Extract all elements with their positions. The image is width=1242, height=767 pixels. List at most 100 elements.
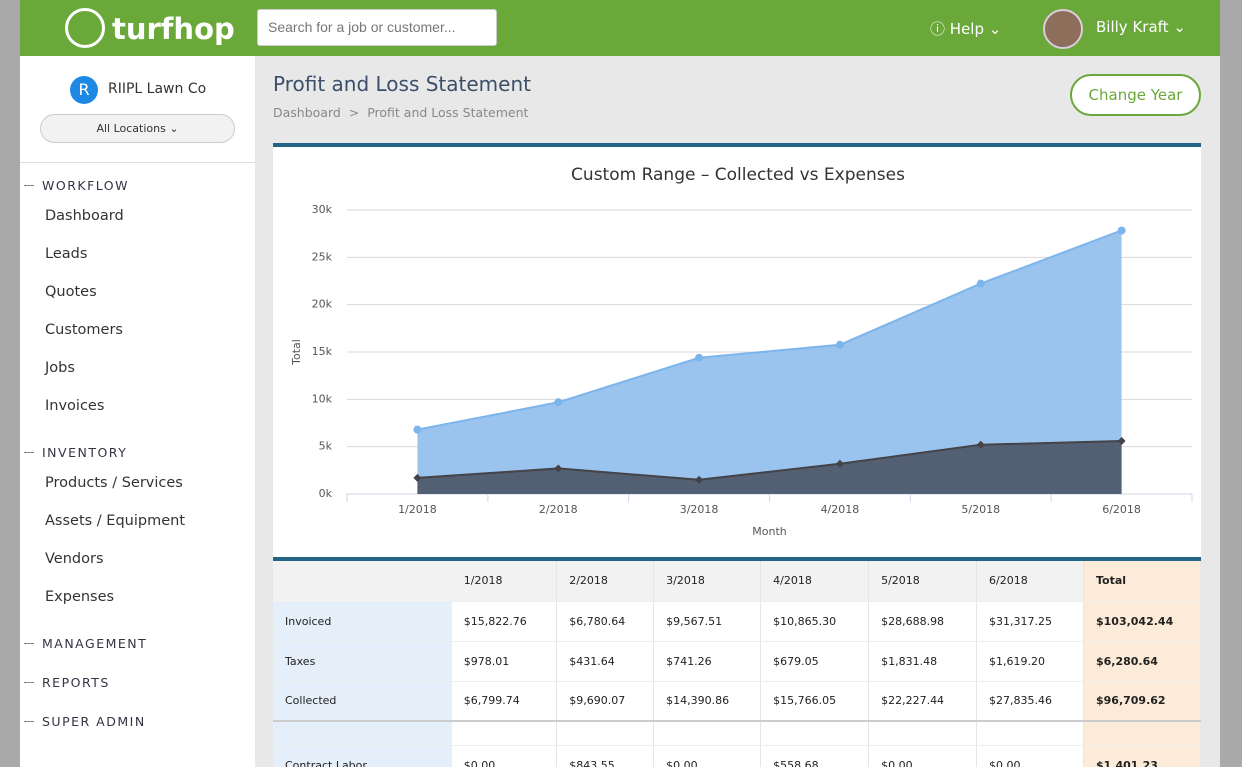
header-cell: 2/2018 bbox=[557, 561, 654, 601]
cell: $0.00 bbox=[977, 745, 1084, 767]
app: turfhop Search for a job or customer... … bbox=[20, 0, 1220, 767]
nav-item[interactable]: Vendors bbox=[20, 551, 255, 593]
breadcrumb-link[interactable]: Dashboard bbox=[273, 105, 341, 120]
user-name: Billy Kraft bbox=[1096, 18, 1169, 36]
nav-item[interactable]: Customers bbox=[20, 322, 255, 364]
nav-item[interactable]: Dashboard bbox=[20, 208, 255, 250]
row-label: Contract Labor bbox=[273, 745, 452, 767]
nav-item[interactable]: Jobs bbox=[20, 360, 255, 402]
table-row: Taxes$978.01$431.64$741.26$679.05$1,831.… bbox=[273, 641, 1201, 681]
nav-section[interactable]: SUPER ADMIN bbox=[20, 709, 255, 748]
header-cell: Total bbox=[1083, 561, 1200, 601]
table: 1/20182/20183/20184/20185/20186/2018Tota… bbox=[273, 557, 1201, 767]
header-cell: 6/2018 bbox=[977, 561, 1084, 601]
nav-item[interactable]: Quotes bbox=[20, 284, 255, 326]
nav-item[interactable]: Assets / Equipment bbox=[20, 513, 255, 555]
cell: $1,831.48 bbox=[869, 641, 977, 681]
spacer-row bbox=[273, 721, 1201, 745]
table-row: Invoiced$15,822.76$6,780.64$9,567.51$10,… bbox=[273, 601, 1201, 641]
cell: $14,390.86 bbox=[654, 681, 761, 721]
nav-item[interactable]: Products / Services bbox=[20, 475, 255, 517]
cell: $1,619.20 bbox=[977, 641, 1084, 681]
breadcrumbs: Dashboard > Profit and Loss Statement bbox=[273, 105, 528, 120]
cell: $28,688.98 bbox=[869, 601, 977, 641]
sidebar: R RIIPL Lawn Co All Locations ⌄ WORKFLOW… bbox=[20, 56, 255, 767]
y-tick-label: 10k bbox=[312, 392, 333, 405]
location-select[interactable]: All Locations ⌄ bbox=[40, 114, 235, 143]
cell bbox=[977, 721, 1084, 745]
cell: $1,401.23 bbox=[1083, 745, 1200, 767]
table-row: Contract Labor$0.00$843.55$0.00$558.68$0… bbox=[273, 745, 1201, 767]
y-tick-label: 5k bbox=[319, 440, 333, 453]
avatar[interactable] bbox=[1043, 9, 1083, 49]
cell bbox=[452, 721, 557, 745]
cell: $6,799.74 bbox=[452, 681, 557, 721]
nav-section[interactable]: INVENTORY bbox=[20, 440, 255, 479]
cell: $6,780.64 bbox=[557, 601, 654, 641]
nav-item[interactable]: Invoices bbox=[20, 398, 255, 440]
row-label: Invoiced bbox=[273, 601, 452, 641]
nav: WORKFLOWDashboardLeadsQuotesCustomersJob… bbox=[20, 162, 255, 748]
cell: $0.00 bbox=[654, 745, 761, 767]
cell: $10,865.30 bbox=[761, 601, 869, 641]
y-tick-label: 15k bbox=[312, 345, 333, 358]
x-tick-label: 1/2018 bbox=[398, 503, 437, 516]
help-label: Help bbox=[950, 20, 984, 38]
x-tick-label: 3/2018 bbox=[680, 503, 719, 516]
header-cell: 5/2018 bbox=[869, 561, 977, 601]
data-point bbox=[554, 398, 562, 406]
logo[interactable]: turfhop bbox=[112, 12, 235, 46]
chart: Custom Range – Collected vs Expenses0k5k… bbox=[273, 143, 1201, 557]
x-tick-label: 6/2018 bbox=[1102, 503, 1141, 516]
x-tick-label: 5/2018 bbox=[961, 503, 1000, 516]
cell: $96,709.62 bbox=[1083, 681, 1200, 721]
cell: $27,835.46 bbox=[977, 681, 1084, 721]
cell: $31,317.25 bbox=[977, 601, 1084, 641]
change-year-button[interactable]: Change Year bbox=[1070, 74, 1201, 116]
x-axis-label: Month bbox=[752, 525, 787, 538]
y-tick-label: 20k bbox=[312, 298, 333, 311]
nav-section[interactable]: MANAGEMENT bbox=[20, 631, 255, 670]
cell: $558.68 bbox=[761, 745, 869, 767]
nav-section[interactable]: REPORTS bbox=[20, 670, 255, 709]
header-cell: 4/2018 bbox=[761, 561, 869, 601]
page-title: Profit and Loss Statement bbox=[273, 72, 531, 96]
cell: $741.26 bbox=[654, 641, 761, 681]
top-bar: turfhop Search for a job or customer... … bbox=[20, 0, 1220, 56]
nav-section[interactable]: WORKFLOW bbox=[20, 173, 255, 212]
y-axis-label: Total bbox=[290, 339, 303, 366]
cell: $15,822.76 bbox=[452, 601, 557, 641]
x-tick-label: 2/2018 bbox=[539, 503, 578, 516]
cell bbox=[654, 721, 761, 745]
y-tick-label: 25k bbox=[312, 250, 333, 263]
header-row: 1/20182/20183/20184/20185/20186/2018Tota… bbox=[273, 561, 1201, 601]
location-label: All Locations bbox=[96, 122, 165, 135]
help-menu[interactable]: ⓘ Help ⌄ bbox=[930, 18, 1001, 39]
logo-icon bbox=[65, 8, 105, 48]
cell: $843.55 bbox=[557, 745, 654, 767]
search-input[interactable]: Search for a job or customer... bbox=[257, 9, 497, 46]
cell: $103,042.44 bbox=[1083, 601, 1200, 641]
user-menu[interactable]: Billy Kraft ⌄ bbox=[1096, 18, 1186, 36]
nav-item[interactable]: Expenses bbox=[20, 589, 255, 631]
data-point bbox=[695, 354, 703, 362]
row-label: Collected bbox=[273, 681, 452, 721]
table-row: Collected$6,799.74$9,690.07$14,390.86$15… bbox=[273, 681, 1201, 721]
chart-title: Custom Range – Collected vs Expenses bbox=[571, 165, 905, 185]
header-cell: 1/2018 bbox=[452, 561, 557, 601]
company-name: RIIPL Lawn Co bbox=[108, 81, 206, 97]
cell bbox=[1083, 721, 1200, 745]
data-point bbox=[413, 426, 421, 434]
cell: $9,567.51 bbox=[654, 601, 761, 641]
cell: $679.05 bbox=[761, 641, 869, 681]
cell bbox=[869, 721, 977, 745]
breadcrumb-current: Profit and Loss Statement bbox=[367, 105, 528, 120]
cell: $431.64 bbox=[557, 641, 654, 681]
y-tick-label: 30k bbox=[312, 203, 333, 216]
cell bbox=[557, 721, 654, 745]
nav-item[interactable]: Leads bbox=[20, 246, 255, 288]
header-cell bbox=[273, 561, 452, 601]
cell: $15,766.05 bbox=[761, 681, 869, 721]
data-point bbox=[977, 280, 985, 288]
